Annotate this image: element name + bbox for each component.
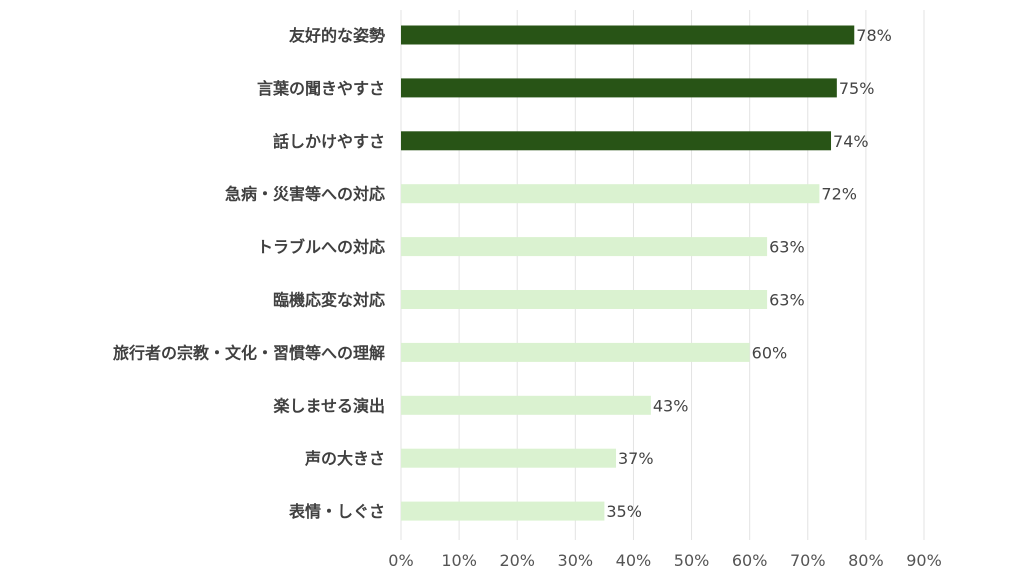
data-label: 78% — [856, 26, 892, 45]
data-label: 72% — [821, 185, 857, 204]
bar — [401, 237, 768, 257]
x-tick-label: 0% — [388, 551, 413, 570]
data-label: 75% — [839, 79, 875, 98]
data-label: 43% — [653, 396, 689, 415]
bar — [401, 78, 837, 98]
bar — [401, 184, 820, 204]
bar — [401, 448, 617, 468]
x-tick-label: 70% — [790, 551, 826, 570]
category-label: トラブルへの対応 — [257, 238, 385, 257]
x-tick-label: 80% — [848, 551, 884, 570]
bar — [401, 290, 768, 309]
category-label: 声の大きさ — [304, 449, 385, 468]
category-label: 言葉の聞きやすさ — [257, 79, 385, 98]
data-label: 37% — [618, 449, 654, 468]
bar — [401, 25, 855, 45]
x-tick-label: 30% — [558, 551, 594, 570]
x-tick-label: 40% — [616, 551, 652, 570]
bar — [401, 395, 651, 415]
category-label: 話しかけやすさ — [273, 132, 385, 151]
x-tick-label: 20% — [499, 551, 535, 570]
data-label: 60% — [752, 343, 788, 362]
x-tick-label: 50% — [674, 551, 710, 570]
x-tick-label: 90% — [906, 551, 942, 570]
category-label: 臨機応変な対応 — [273, 291, 385, 310]
bar — [401, 342, 750, 362]
data-label: 63% — [769, 238, 805, 257]
x-tick-label: 10% — [441, 551, 477, 570]
category-label: 友好的な姿勢 — [289, 26, 385, 45]
data-label: 63% — [769, 291, 805, 310]
category-label: 表情・しぐさ — [288, 502, 385, 521]
category-label: 急病・災害等への対応 — [225, 185, 385, 204]
x-tick-label: 60% — [732, 551, 768, 570]
bar — [401, 131, 832, 151]
category-label: 楽しませる演出 — [272, 396, 385, 415]
data-label: 74% — [833, 132, 869, 151]
bar — [401, 501, 605, 521]
category-label: 旅行者の宗教・文化・習慣等への理解 — [113, 343, 385, 362]
data-label: 35% — [606, 502, 642, 521]
